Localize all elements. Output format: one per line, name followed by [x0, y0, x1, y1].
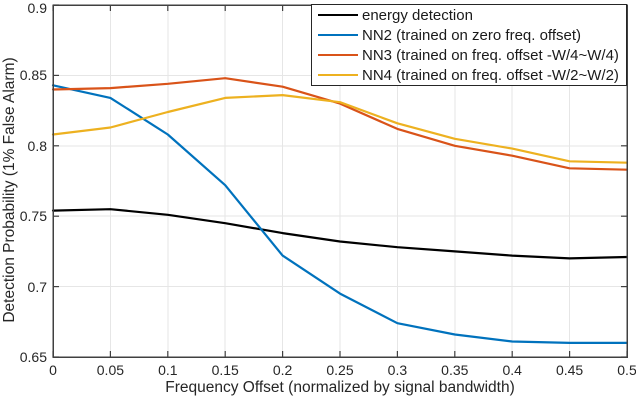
x-tick-label: 0.25 — [326, 362, 354, 378]
legend-line-swatch — [318, 33, 358, 37]
legend-row-energy-detection: energy detection — [318, 5, 626, 25]
legend-row-nn2: NN2 (trained on zero freq. offset) — [318, 25, 626, 45]
y-tick-label: 0.75 — [19, 208, 47, 225]
legend-row-nn4: NN4 (trained on freq. offset -W/2~W/2) — [318, 65, 626, 85]
legend-line-swatch — [318, 73, 358, 77]
series-line-energy-detection — [51, 208, 629, 260]
x-tick-label: 0.3 — [387, 362, 408, 378]
series-line-nn4 — [51, 93, 629, 164]
legend-label: NN2 (trained on zero freq. offset) — [362, 26, 581, 44]
y-tick-label: 0.8 — [27, 137, 47, 154]
legend-row-nn3: NN3 (trained on freq. offset -W/4~W/4) — [318, 45, 626, 65]
x-axis-label: Frequency Offset (normalized by signal b… — [165, 379, 515, 396]
legend-line-swatch — [318, 53, 358, 57]
series-line-nn2 — [51, 84, 629, 344]
x-tick-label: 0.05 — [96, 362, 125, 378]
x-tick-label: 0.15 — [211, 362, 239, 378]
legend-label: energy detection — [362, 6, 473, 24]
y-tick-label: 0.65 — [19, 349, 47, 365]
legend-label: NN4 (trained on freq. offset -W/2~W/2) — [362, 66, 619, 84]
x-tick-label: 0.4 — [502, 362, 522, 378]
legend: energy detection NN2 (trained on zero fre… — [311, 4, 627, 86]
x-tick-label: 0 — [49, 362, 57, 378]
x-tick-label: 0.5 — [617, 362, 636, 378]
legend-line-swatch — [318, 13, 358, 17]
series-line-nn3 — [51, 77, 629, 171]
x-tick-label: 0.1 — [158, 362, 178, 378]
x-tick-label: 0.45 — [555, 362, 584, 378]
x-tick-label: 0.35 — [441, 362, 469, 378]
y-tick-label: 0.85 — [19, 67, 47, 84]
y-tick-label: 0.9 — [27, 0, 47, 16]
y-tick-label: 0.7 — [27, 278, 47, 295]
legend-label: NN3 (trained on freq. offset -W/4~W/4) — [362, 46, 619, 64]
x-tick-label: 0.2 — [272, 362, 293, 378]
